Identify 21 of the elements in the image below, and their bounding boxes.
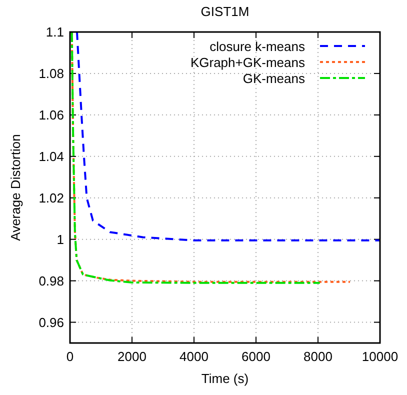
y-tick-label: 1.08 — [38, 66, 64, 81]
legend-label: KGraph+GK-means — [190, 55, 306, 70]
x-tick-label: 4000 — [180, 349, 208, 364]
x-tick-label: 10000 — [362, 349, 398, 364]
x-tick-label: 6000 — [242, 349, 270, 364]
legend-label: closure k-means — [210, 39, 306, 54]
chart-title: GIST1M — [200, 4, 250, 19]
y-tick-label: 1.06 — [38, 107, 64, 122]
line-series — [76, 32, 380, 242]
y-tick-label: 1.1 — [46, 24, 64, 40]
y-tick-label: 1 — [56, 232, 64, 247]
x-tick-label: 0 — [66, 349, 74, 364]
y-axis-title: Average Distortion — [8, 134, 23, 241]
y-tick-label: 0.98 — [38, 273, 64, 288]
x-axis-title: Time (s) — [201, 371, 249, 386]
y-tick-label: 0.96 — [38, 314, 64, 330]
x-tick-label: 8000 — [304, 349, 332, 364]
y-tick-label: 1.02 — [38, 190, 64, 206]
y-tick-label: 1.04 — [38, 148, 64, 164]
x-tick-label: 2000 — [118, 349, 146, 364]
legend-label: GK-means — [242, 71, 306, 86]
